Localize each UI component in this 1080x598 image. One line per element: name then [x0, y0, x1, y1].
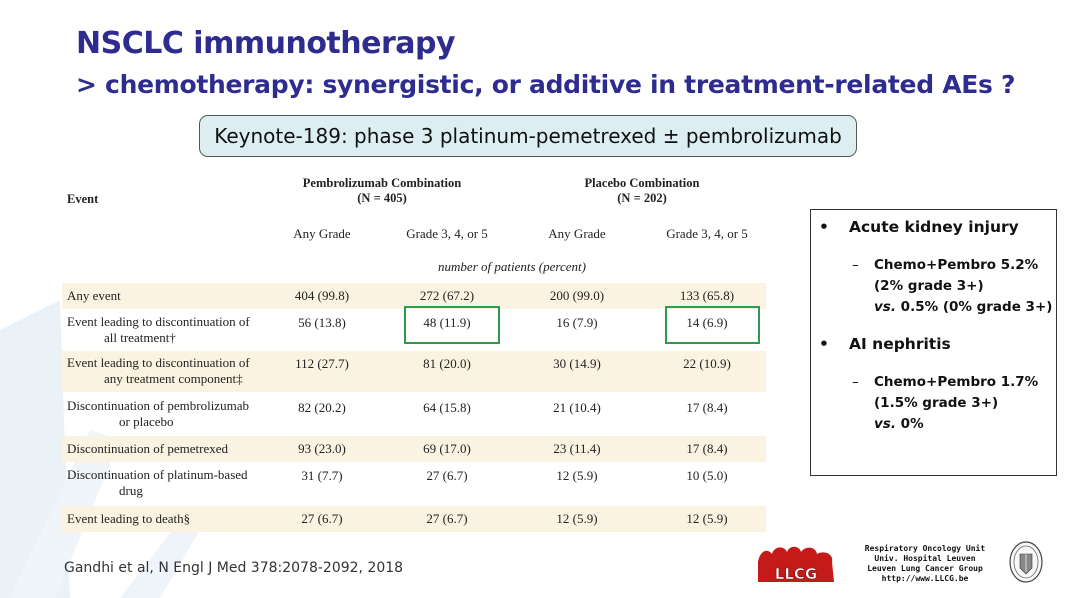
detail-aki: – Chemo+Pembro 5.2% (2% grade 3+) vs. 0.…	[852, 257, 1053, 315]
group1-header: Pembrolizumab Combination (N = 405)	[277, 176, 487, 206]
table-cell: 200 (99.0)	[549, 288, 605, 303]
llcg-logo: LLCG	[758, 546, 834, 583]
table-cell: 69 (17.0)	[423, 441, 471, 456]
table-cell: 21 (10.4)	[553, 400, 601, 415]
table-cell: 93 (23.0)	[298, 441, 346, 456]
row-label: Event leading to discontinuation of any t…	[67, 355, 250, 386]
table-row: Discontinuation of platinum-based drug 31…	[62, 463, 766, 505]
group1-n: (N = 405)	[357, 191, 407, 205]
table-cell: 82 (20.2)	[298, 400, 346, 415]
table-cell: 404 (99.8)	[294, 288, 350, 303]
table-cell: 17 (8.4)	[686, 441, 728, 456]
subheader-grade345-2: Grade 3, 4, or 5	[666, 226, 748, 241]
event-header: Event	[67, 192, 99, 206]
institution-info: Respiratory Oncology Unit Univ. Hospital…	[864, 544, 986, 583]
bullet-icon: •	[819, 335, 829, 353]
subheader-grade345-1: Grade 3, 4, or 5	[406, 226, 488, 241]
group2-n: (N = 202)	[617, 191, 667, 205]
row-label: Discontinuation of platinum-based drug	[67, 467, 248, 498]
table-cell: 27 (6.7)	[426, 511, 468, 526]
summary-box: • Acute kidney injury – Chemo+Pembro 5.2%…	[810, 209, 1057, 476]
subheader-any-grade-2: Any Grade	[548, 226, 606, 241]
table-cell: 272 (67.2)	[419, 288, 475, 303]
subheader-any-grade-1: Any Grade	[293, 226, 351, 241]
citation: Gandhi et al, N Engl J Med 378:2078-2092…	[64, 560, 404, 576]
bullet-ai-nephritis: • AI nephritis	[819, 335, 951, 353]
group2-name: Placebo Combination	[584, 176, 700, 190]
dash-icon: –	[852, 374, 859, 390]
svg-text:LLCG: LLCG	[775, 565, 817, 583]
table-row: Event leading to death§ 27 (6.7) 27 (6.7…	[62, 506, 766, 532]
table-cell: 17 (8.4)	[686, 400, 728, 415]
detail-nephritis: – Chemo+Pembro 1.7% (1.5% grade 3+) vs. …	[852, 374, 1039, 432]
university-seal-icon	[1009, 541, 1043, 583]
table-cell: 16 (7.9)	[556, 315, 598, 330]
table-row: Any event 404 (99.8) 272 (67.2) 200 (99.…	[62, 283, 766, 309]
table-cell: 23 (11.4)	[553, 441, 601, 456]
unit-note: number of patients (percent)	[438, 259, 586, 274]
table-cell: 112 (27.7)	[295, 356, 349, 371]
table-cell: 12 (5.9)	[556, 468, 598, 483]
slide-subtitle-line: > chemotherapy: synergistic, or additive…	[76, 70, 1016, 99]
row-label: Event leading to death§	[67, 511, 191, 526]
table-cell: 22 (10.9)	[683, 356, 731, 371]
table-cell: 56 (13.8)	[298, 315, 346, 330]
slide-title: NSCLC immunotherapy	[76, 26, 456, 61]
row-label: Discontinuation of pembrolizumab or place…	[67, 398, 249, 429]
table-cell: 27 (6.7)	[301, 511, 343, 526]
bullet-icon: •	[819, 218, 829, 236]
table-cell: 27 (6.7)	[426, 468, 468, 483]
row-label: Any event	[67, 288, 121, 303]
trial-banner-text: Keynote-189: phase 3 platinum-pemetrexed…	[214, 124, 842, 148]
table-cell: 30 (14.9)	[553, 356, 601, 371]
table-cell: 64 (15.8)	[423, 400, 471, 415]
table-cell: 133 (65.8)	[679, 288, 735, 303]
trial-banner: Keynote-189: phase 3 platinum-pemetrexed…	[199, 115, 857, 157]
group1-name: Pembrolizumab Combination	[302, 176, 462, 190]
table-cell: 10 (5.0)	[686, 468, 728, 483]
bullet-acute-kidney-injury: • Acute kidney injury	[819, 218, 1019, 236]
row-label: Discontinuation of pemetrexed	[67, 441, 229, 456]
group2-header: Placebo Combination (N = 202)	[537, 176, 747, 206]
table-cell: 12 (5.9)	[686, 511, 728, 526]
table-row: Event leading to discontinuation of all t…	[62, 310, 766, 350]
dash-icon: –	[852, 257, 859, 273]
table-cell: 48 (11.9)	[423, 315, 471, 330]
table-cell: 12 (5.9)	[556, 511, 598, 526]
row-label: Event leading to discontinuation of all t…	[67, 314, 250, 345]
highlight-box-pembro	[404, 306, 500, 344]
table-row: Discontinuation of pembrolizumab or place…	[62, 393, 766, 435]
table-cell: 31 (7.7)	[301, 468, 343, 483]
table-row: Discontinuation of pemetrexed 93 (23.0) …	[62, 436, 766, 462]
table-row: Event leading to discontinuation of any t…	[62, 351, 766, 392]
table-cell: 81 (20.0)	[423, 356, 471, 371]
highlight-box-placebo	[665, 306, 760, 344]
table-cell: 14 (6.9)	[686, 315, 728, 330]
